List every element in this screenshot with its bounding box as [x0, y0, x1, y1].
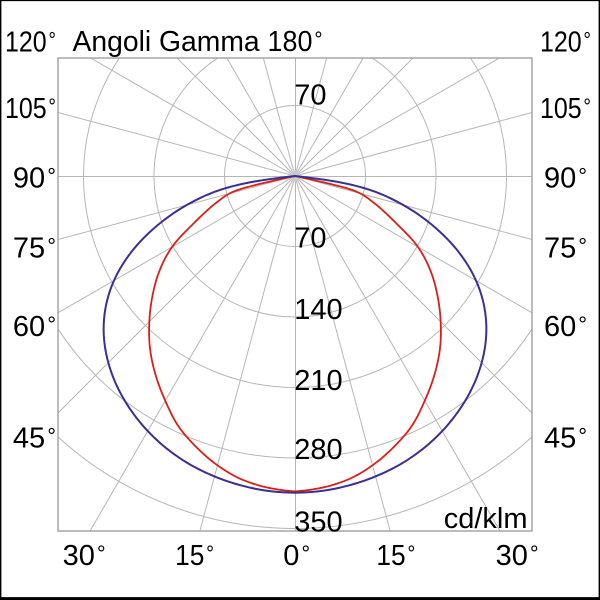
- svg-text:280: 280: [294, 434, 342, 466]
- svg-text:70: 70: [294, 223, 326, 255]
- svg-text:70: 70: [294, 80, 326, 112]
- svg-text:350: 350: [294, 507, 342, 539]
- svg-text:0°: 0°: [283, 540, 310, 572]
- svg-text:140: 140: [294, 294, 342, 326]
- svg-text:cd/klm: cd/klm: [444, 503, 528, 535]
- svg-text:Angoli Gamma: Angoli Gamma: [73, 25, 260, 57]
- svg-text:210: 210: [294, 365, 342, 397]
